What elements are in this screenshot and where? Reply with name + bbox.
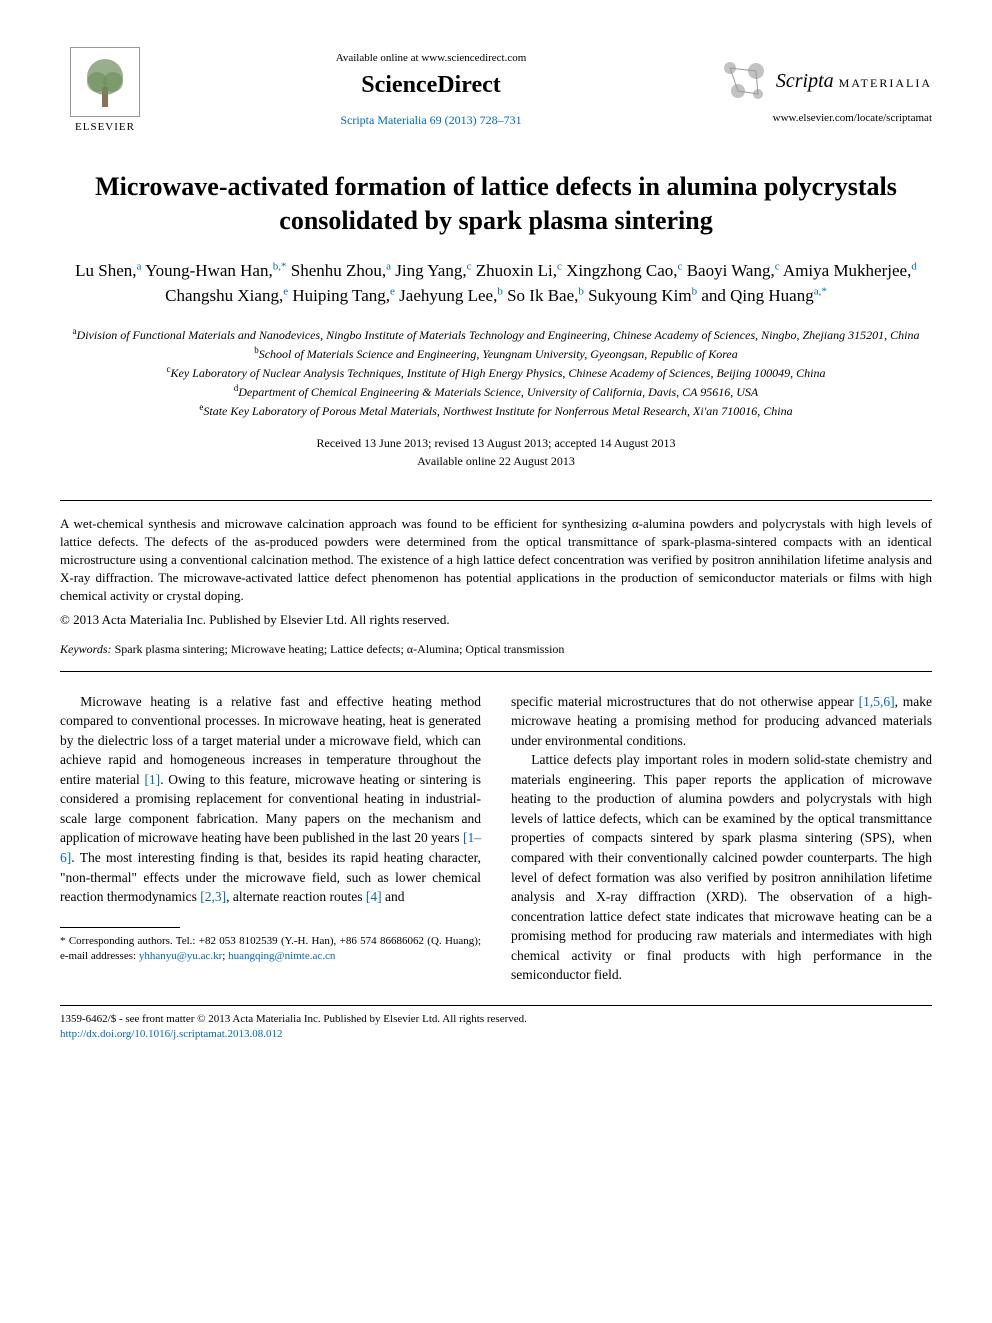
body-text: specific material microstructures that d…: [511, 694, 859, 709]
bottom-divider: [60, 1005, 932, 1006]
journal-url[interactable]: www.elsevier.com/locate/scriptamat: [712, 112, 932, 124]
scripta-icon: [718, 56, 768, 106]
header-center: Available online at www.sciencedirect.co…: [150, 52, 712, 128]
body-columns: Microwave heating is a relative fast and…: [60, 692, 932, 985]
scripta-subtitle: MATERIALIA: [839, 76, 932, 90]
affiliation-item: bSchool of Materials Science and Enginee…: [60, 344, 932, 363]
article-title: Microwave-activated formation of lattice…: [60, 170, 932, 238]
citation-link[interactable]: [2,3]: [200, 889, 226, 904]
scripta-name: Scripta: [776, 70, 834, 92]
body-paragraph: Microwave heating is a relative fast and…: [60, 692, 481, 907]
copyright-text: © 2013 Acta Materialia Inc. Published by…: [60, 612, 932, 628]
body-text: and: [382, 889, 405, 904]
keywords-label: Keywords:: [60, 642, 112, 656]
available-date: Available online 22 August 2013: [60, 452, 932, 470]
email-link[interactable]: huangqing@nimte.ac.cn: [228, 950, 335, 962]
column-left: Microwave heating is a relative fast and…: [60, 692, 481, 985]
journal-logo-block: Scripta MATERIALIA www.elsevier.com/loca…: [712, 56, 932, 124]
citation-link[interactable]: [1]: [144, 772, 160, 787]
sciencedirect-logo: ScienceDirect: [170, 72, 692, 99]
affiliation-item: cKey Laboratory of Nuclear Analysis Tech…: [60, 363, 932, 382]
keywords-row: Keywords: Spark plasma sintering; Microw…: [60, 642, 932, 657]
scripta-logo: Scripta MATERIALIA: [712, 56, 932, 106]
column-right: specific material microstructures that d…: [511, 692, 932, 985]
bottom-info: 1359-6462/$ - see front matter © 2013 Ac…: [60, 1012, 932, 1043]
corresponding-author-footnote: * Corresponding authors. Tel.: +82 053 8…: [60, 934, 481, 965]
elsevier-tree-icon: [70, 47, 140, 117]
received-date: Received 13 June 2013; revised 13 August…: [60, 434, 932, 452]
body-paragraph: specific material microstructures that d…: [511, 692, 932, 751]
header-row: ELSEVIER Available online at www.science…: [60, 40, 932, 140]
available-online-text: Available online at www.sciencedirect.co…: [170, 52, 692, 64]
authors-list: Lu Shen,a Young-Hwan Han,b,* Shenhu Zhou…: [60, 258, 932, 309]
doi-link[interactable]: http://dx.doi.org/10.1016/j.scriptamat.2…: [60, 1027, 932, 1042]
front-matter-text: 1359-6462/$ - see front matter © 2013 Ac…: [60, 1012, 932, 1027]
body-paragraph: Lattice defects play important roles in …: [511, 750, 932, 985]
journal-reference-link[interactable]: Scripta Materialia 69 (2013) 728–731: [170, 113, 692, 128]
affiliation-item: aDivision of Functional Materials and Na…: [60, 325, 932, 344]
affiliations-list: aDivision of Functional Materials and Na…: [60, 325, 932, 420]
divider: [60, 500, 932, 501]
affiliation-item: eState Key Laboratory of Porous Metal Ma…: [60, 401, 932, 420]
citation-link[interactable]: [4]: [366, 889, 382, 904]
citation-link[interactable]: [1,5,6]: [859, 694, 895, 709]
affiliation-item: dDepartment of Chemical Engineering & Ma…: [60, 382, 932, 401]
article-dates: Received 13 June 2013; revised 13 August…: [60, 434, 932, 470]
footnote-divider: [60, 927, 180, 928]
divider: [60, 671, 932, 672]
abstract-text: A wet-chemical synthesis and microwave c…: [60, 515, 932, 606]
elsevier-label: ELSEVIER: [75, 121, 135, 133]
elsevier-logo: ELSEVIER: [60, 40, 150, 140]
scripta-text: Scripta MATERIALIA: [776, 70, 932, 93]
keywords-text: Spark plasma sintering; Microwave heatin…: [115, 642, 565, 656]
email-link[interactable]: yhhanyu@yu.ac.kr: [139, 950, 222, 962]
body-text: , alternate reaction routes: [226, 889, 366, 904]
